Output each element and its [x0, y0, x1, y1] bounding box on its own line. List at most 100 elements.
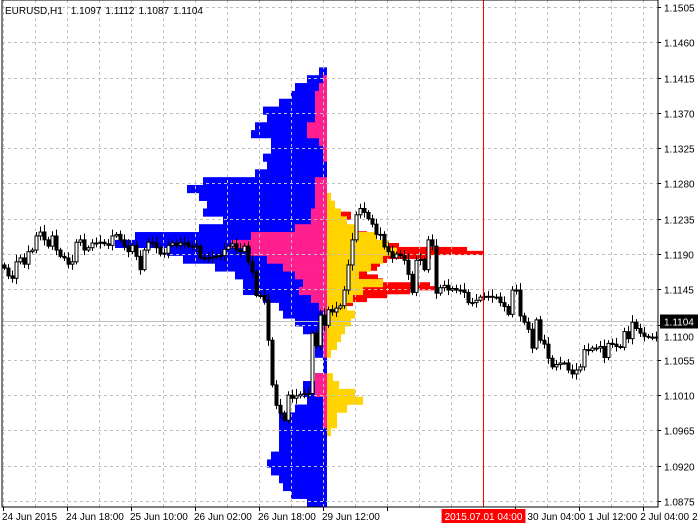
yellow-profile-bar [327, 326, 345, 335]
time-tick-label: 1 Jul 12:00 [588, 512, 637, 523]
candle [110, 229, 115, 251]
candle-body [242, 245, 247, 253]
pink-profile-bar [251, 247, 327, 256]
candle [506, 304, 511, 317]
candle-body [278, 404, 283, 414]
symbol-timeframe: EURUSD,H1 [5, 6, 63, 17]
blue-profile-bar [267, 114, 327, 123]
candle [250, 255, 255, 278]
candle [158, 244, 163, 257]
candle [606, 340, 611, 361]
candle-body [530, 328, 535, 349]
candle [66, 252, 71, 269]
candle-body [570, 369, 575, 375]
candle [30, 247, 35, 254]
candle [386, 242, 391, 256]
candle-body [626, 331, 631, 340]
candle [550, 355, 555, 370]
pink-profile-bar [315, 192, 327, 201]
candle [570, 364, 575, 379]
candle [578, 363, 583, 373]
time-axis[interactable]: 24 Jun 2015 24 Jun 18:00 25 Jun 10:00 26 Ju… [2, 507, 700, 523]
candle-body [26, 251, 31, 265]
candle-body [362, 208, 367, 213]
candle [154, 235, 159, 254]
candle-body [178, 242, 183, 246]
pink-profile-bar [315, 114, 327, 123]
time-marker-label-bg [441, 509, 526, 523]
candle-body [542, 339, 547, 345]
price-tick-label: 1.1235 [664, 216, 695, 227]
candle-body [22, 257, 27, 265]
candle [498, 292, 503, 307]
candle [358, 203, 363, 219]
candle [210, 250, 215, 264]
blue-profile-bar [255, 169, 327, 178]
candle-body [42, 231, 47, 241]
blue-profile-bar [203, 208, 327, 217]
candle-body [614, 343, 619, 348]
candle-body [50, 235, 55, 247]
pink-profile-bar [323, 349, 327, 358]
price-tick-label: 1.1145 [664, 286, 694, 297]
candle [438, 284, 443, 296]
yellow-profile-bar [327, 247, 397, 256]
candle [366, 210, 371, 221]
price-tick-label: 1.1055 [664, 357, 695, 368]
candle-body [442, 284, 447, 289]
candle-body [222, 248, 227, 257]
candle [230, 239, 235, 250]
candle-body [358, 208, 363, 216]
candle-body [606, 342, 611, 358]
blue-profile-bar [315, 349, 327, 358]
candle [234, 238, 239, 255]
candle-body [354, 214, 359, 241]
chart-header: EURUSD,H1 1.1097 1.1112 1.1087 1.1104 [5, 6, 203, 17]
price-axis[interactable]: 1.1505 1.1460 1.1415 1.1370 1.1325 1.1280 1.12… [658, 4, 695, 509]
candle [522, 312, 527, 325]
candle [150, 236, 155, 248]
candle [334, 301, 339, 318]
candle-body [294, 395, 299, 399]
blue-profile-bar [279, 412, 327, 421]
candle [398, 250, 403, 259]
blue-profile-bar [279, 420, 327, 429]
candle-body [650, 336, 655, 339]
candle-body [174, 242, 179, 246]
pink-profile-bar [311, 216, 327, 225]
candle [198, 243, 203, 260]
candle-body [198, 245, 203, 259]
pink-profile-bar [315, 106, 327, 115]
yellow-profile-bar [327, 294, 353, 303]
pink-profile-bar [323, 396, 327, 405]
blue-profile-bar [279, 98, 327, 107]
pink-profile-bar [231, 239, 327, 249]
pink-profile-bar [323, 75, 327, 84]
candle-body [70, 261, 75, 265]
yellow-profile-bar [327, 341, 337, 350]
candle [118, 230, 123, 244]
time-tick-label: 25 Jun 10:00 [130, 512, 188, 523]
blue-profile-bar [243, 279, 327, 288]
candle [290, 389, 295, 403]
candle-body [138, 255, 143, 271]
header-low: 1.1087 [139, 6, 170, 17]
candle-body [374, 223, 379, 235]
candle [174, 239, 179, 249]
blue-profile-bar [251, 130, 327, 139]
candle-body [566, 362, 571, 371]
candle-body [114, 233, 119, 237]
candle [422, 257, 427, 272]
candle-body [182, 242, 187, 245]
yellow-profile-bar [327, 208, 341, 217]
candle-body [390, 251, 395, 259]
blue-profile-bar [267, 161, 327, 170]
candle [274, 380, 279, 410]
candle-body [150, 241, 155, 244]
candle-body [342, 289, 347, 307]
candle [222, 243, 227, 261]
candle-body [190, 245, 195, 248]
pink-profile-bar [323, 412, 327, 421]
candle-body [590, 347, 595, 351]
